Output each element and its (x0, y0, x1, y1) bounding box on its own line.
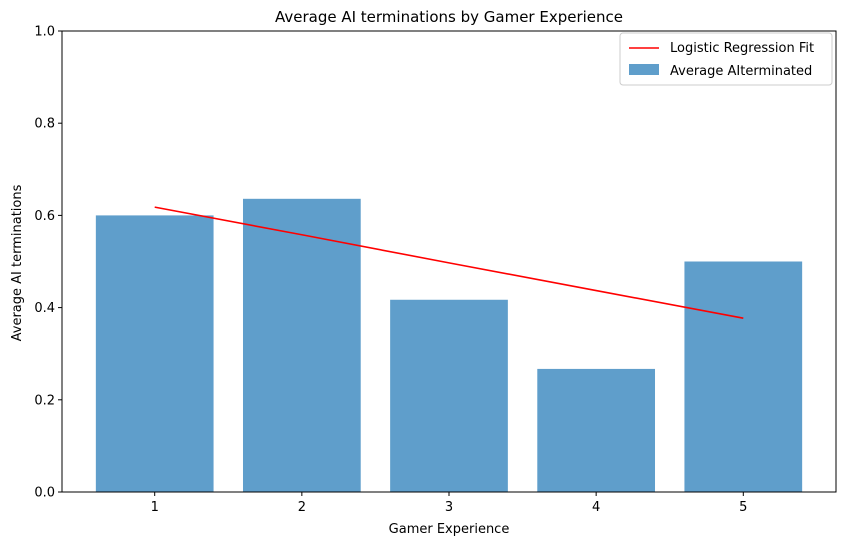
bar-2 (242, 198, 361, 492)
x-axis: 1 2 3 4 5 (151, 492, 747, 515)
bar-5 (684, 261, 803, 492)
x-tick-label: 5 (739, 500, 747, 515)
x-tick-label: 2 (298, 500, 306, 515)
legend-label-bars: Average AIterminated (670, 64, 812, 79)
regression-fit-line (154, 206, 744, 319)
y-tick-label: 0.0 (34, 486, 55, 501)
y-axis-label: Average AI terminations (10, 184, 25, 341)
y-tick-label: 0.4 (34, 301, 55, 316)
legend-box (619, 32, 833, 86)
y-tick-label: 0.8 (34, 117, 55, 132)
legend-label-fit: Logistic Regression Fit (670, 41, 814, 56)
plot-area (61, 30, 837, 493)
legend: Logistic Regression Fit Average AItermin… (619, 32, 833, 86)
x-tick-label: 4 (592, 500, 600, 515)
y-tick-label: 1.0 (34, 25, 55, 40)
bar-1 (95, 215, 214, 492)
y-tick-label: 0.2 (34, 393, 55, 408)
bars (95, 198, 803, 492)
bar-3 (390, 299, 508, 492)
y-tick-label: 0.6 (34, 209, 55, 224)
y-axis: 0.0 0.2 0.4 0.6 0.8 1.0 (34, 25, 62, 501)
x-tick-label: 3 (445, 500, 453, 515)
bar-4 (537, 368, 656, 492)
x-tick-label: 1 (151, 500, 159, 515)
x-axis-label: Gamer Experience (389, 522, 510, 537)
legend-bar-swatch (629, 64, 659, 75)
chart-title: Average AI terminations by Gamer Experie… (275, 8, 623, 26)
